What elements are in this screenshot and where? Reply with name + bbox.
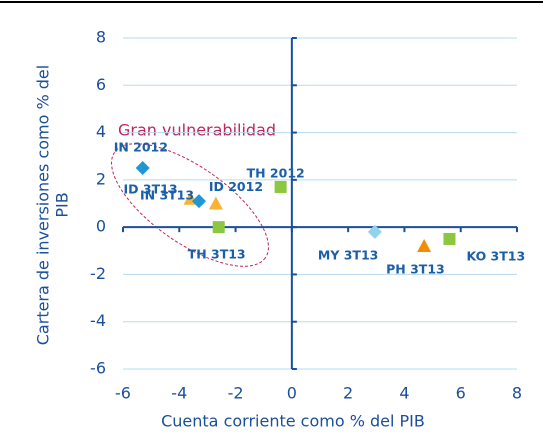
point-label: IN 3T13 — [140, 188, 194, 203]
y-tick-label: 6 — [96, 75, 106, 94]
x-tick-label: 2 — [343, 384, 353, 403]
y-tick-label: -4 — [90, 311, 106, 330]
square-marker — [212, 221, 225, 234]
point-label: TH 3T13 — [188, 247, 246, 262]
point-label: KO 3T13 — [466, 248, 525, 263]
x-tick-label: 8 — [512, 384, 522, 403]
y-axis-title: Cartera de inversiones como % del — [34, 65, 53, 345]
square-marker — [274, 180, 287, 193]
y-tick-label: 4 — [96, 122, 106, 141]
point-label: ID 2012 — [209, 179, 263, 194]
point-label: TH 2012 — [247, 165, 305, 180]
x-tick-label: 0 — [287, 384, 297, 403]
point-label: MY 3T13 — [318, 247, 378, 262]
y-tick-label: -6 — [90, 359, 106, 378]
diamond-marker — [135, 161, 150, 176]
x-tick-label: -6 — [115, 384, 131, 403]
point-label: PH 3T13 — [386, 262, 445, 277]
diamond-marker — [367, 224, 382, 239]
triangle-marker — [208, 196, 223, 210]
square-marker — [443, 232, 456, 245]
y-tick-label: -2 — [90, 264, 106, 283]
x-tick-label: 6 — [456, 384, 466, 403]
point-label: IN 2012 — [114, 140, 168, 155]
x-axis-title: Cuenta corriente como % del PIB — [161, 412, 425, 431]
x-tick-label: -4 — [171, 384, 187, 403]
point-label: ID 3T13 — [124, 181, 178, 196]
y-tick-label: 8 — [96, 28, 106, 47]
y-tick-label: 0 — [96, 217, 106, 236]
x-tick-label: -2 — [228, 384, 244, 403]
x-tick-label: 4 — [399, 384, 409, 403]
y-axis-title: PIB — [53, 192, 72, 217]
diamond-marker — [191, 194, 206, 209]
annotation: Gran vulnerabilidad — [118, 121, 276, 140]
y-tick-label: 2 — [96, 169, 106, 188]
triangle-marker — [417, 239, 432, 253]
vulnerability-ellipse — [111, 143, 269, 267]
